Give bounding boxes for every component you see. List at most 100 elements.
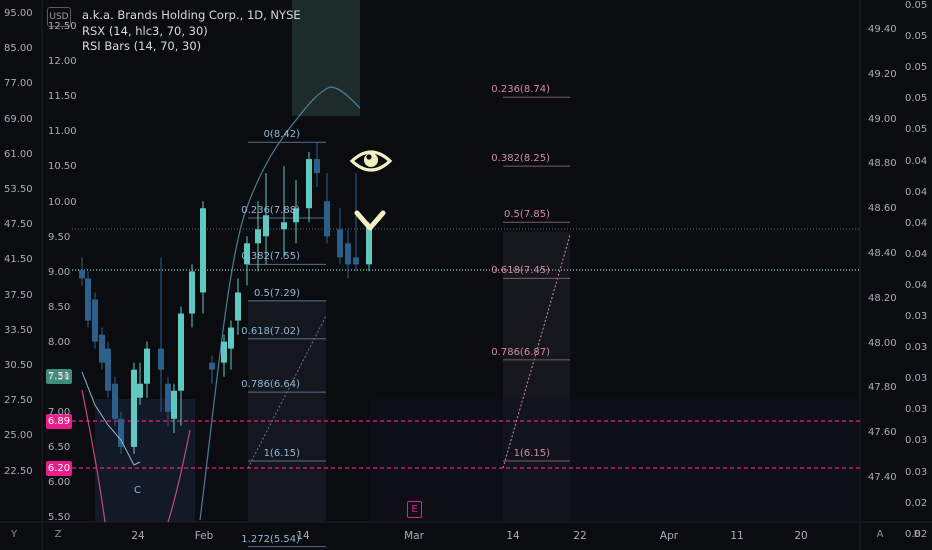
left-outer-tick: 95.00	[4, 8, 33, 19]
right-inner-tick: 48.80	[868, 158, 897, 170]
chart-header: a.k.a. Brands Holding Corp., 1D, NYSE RS…	[82, 8, 301, 55]
x-axis-tick: 24	[131, 530, 145, 542]
left-inner-tick: 5.50	[48, 512, 71, 524]
left-outer-tick: 27.50	[4, 395, 33, 407]
fib-left-level-label: 0.382(7.55)	[241, 251, 300, 263]
z-scale-button[interactable]: Z	[54, 529, 62, 540]
candle-body	[131, 369, 137, 447]
left-outer-tick: 69.00	[4, 113, 33, 125]
right-outer-tick: 0.04	[905, 248, 928, 260]
fib-1-price-tag: 6.20	[46, 461, 72, 476]
x-axis-tick: 14	[296, 530, 310, 542]
last-price-tag: 7.51	[46, 369, 72, 384]
candle-body	[105, 348, 111, 391]
candle-body	[79, 269, 85, 279]
fib-left-level-label: 0.5(7.29)	[254, 287, 300, 299]
right-inner-tick: 49.40	[868, 24, 897, 35]
candle-body	[255, 229, 261, 244]
fib-left-level-label: 0.618(7.02)	[241, 325, 300, 337]
y-scale-button[interactable]: Y	[10, 529, 18, 540]
fib-right-level-label: 0.236(8.74)	[491, 84, 550, 96]
indicator-rsi-bars-label[interactable]: RSI Bars (14, 70, 30)	[82, 39, 202, 53]
right-inner-tick: 48.20	[868, 292, 897, 304]
candle-body	[244, 243, 250, 265]
left-outer-tick: 61.00	[4, 148, 33, 160]
left-inner-tick: 11.50	[48, 91, 77, 103]
rsx-line	[199, 86, 361, 521]
right-inner-tick: 48.40	[868, 248, 897, 259]
chevron-down-icon[interactable]	[352, 208, 388, 238]
fib-left-level-label: 1.272(5.54)	[241, 533, 300, 545]
left-inner-tick: 7.50	[48, 372, 71, 383]
left-inner-tick: 8.00	[48, 336, 71, 348]
candle-body	[209, 362, 215, 370]
fib-right-level-label: 0.618(7.45)	[491, 265, 550, 277]
fib-right-level-label: 0.5(7.85)	[504, 209, 550, 221]
left-outer-tick: 41.50	[4, 254, 33, 266]
right-inner-tick: 49.00	[868, 113, 897, 125]
b-scale-button[interactable]: B	[913, 529, 921, 540]
rsi-bars-zone-right	[370, 399, 860, 522]
pattern-c-label: C	[134, 485, 141, 496]
fib-right-level-label: 0.786(6.87)	[491, 346, 550, 358]
left-inner-tick: 12.50	[48, 21, 77, 32]
candle-body	[281, 222, 287, 230]
left-inner-tick: 10.50	[48, 161, 77, 173]
rsi-bars-zone-left	[95, 399, 195, 522]
candle-body	[228, 327, 234, 349]
fib-zone-left	[248, 300, 326, 522]
left-outer-tick: 53.50	[4, 184, 33, 195]
left-inner-tick: 11.00	[48, 126, 77, 138]
left-outer-tick: 77.00	[4, 78, 33, 90]
candle-body	[118, 418, 124, 447]
left-inner-tick: 6.50	[48, 442, 71, 454]
right-outer-tick: 0.04	[905, 279, 928, 291]
candle-body	[171, 390, 177, 419]
fib-left-level-label: 1(6.15)	[263, 447, 300, 459]
candle-body	[293, 208, 299, 223]
candle-body	[189, 271, 195, 314]
right-outer-tick: 0.02	[905, 497, 928, 509]
left-inner-tick: 10.00	[48, 196, 77, 208]
right-outer-tick: 0.03	[905, 373, 928, 385]
candle-body	[337, 229, 343, 258]
candle-body	[366, 226, 372, 265]
rsi-bars-line	[81, 389, 191, 523]
x-axis-tick: 11	[730, 530, 744, 542]
left-outer-tick: 37.50	[4, 289, 33, 301]
candle-body	[221, 341, 227, 363]
candle-body	[165, 383, 171, 412]
candle-body	[85, 278, 91, 321]
eye-icon[interactable]	[349, 143, 393, 183]
left-outer-tick: 22.50	[4, 465, 33, 477]
fib-left-level-label: 0.786(6.64)	[241, 379, 300, 391]
fib-left-level-label: 0.236(7.88)	[241, 205, 300, 217]
candle-body	[92, 299, 98, 342]
right-outer-tick: 0.03	[905, 435, 928, 447]
symbol-title[interactable]: a.k.a. Brands Holding Corp., 1D, NYSE	[82, 8, 301, 22]
left-inner-tick: 6.00	[48, 477, 71, 489]
candle-body	[112, 383, 118, 419]
right-outer-tick: 0.02	[905, 528, 928, 540]
a-scale-button[interactable]: A	[876, 529, 884, 540]
right-outer-tick: 0.04	[905, 217, 928, 229]
right-outer-tick: 0.05	[905, 93, 928, 105]
left-inner-tick: 7.00	[48, 407, 71, 419]
right-outer-tick: 0.04	[905, 155, 928, 167]
x-axis-tick: Mar	[404, 530, 424, 542]
right-outer-tick: 0.05	[905, 62, 928, 74]
right-inner-tick: 47.40	[868, 472, 897, 483]
x-axis-tick: Feb	[194, 530, 214, 542]
right-inner-tick: 48.60	[868, 203, 897, 215]
left-inner-tick: 9.00	[48, 266, 71, 278]
earnings-badge[interactable]: E	[407, 501, 422, 518]
left-outer-tick: 47.50	[4, 219, 33, 231]
currency-badge[interactable]: USD	[47, 7, 71, 27]
candle-body	[314, 159, 320, 174]
candle-body	[158, 348, 164, 370]
fib-left-level-label: 0(8.42)	[263, 129, 300, 141]
candle-body	[144, 348, 150, 384]
x-axis-tick: 14	[506, 530, 520, 542]
indicator-rsx-label[interactable]: RSX (14, hlc3, 70, 30)	[82, 23, 208, 38]
